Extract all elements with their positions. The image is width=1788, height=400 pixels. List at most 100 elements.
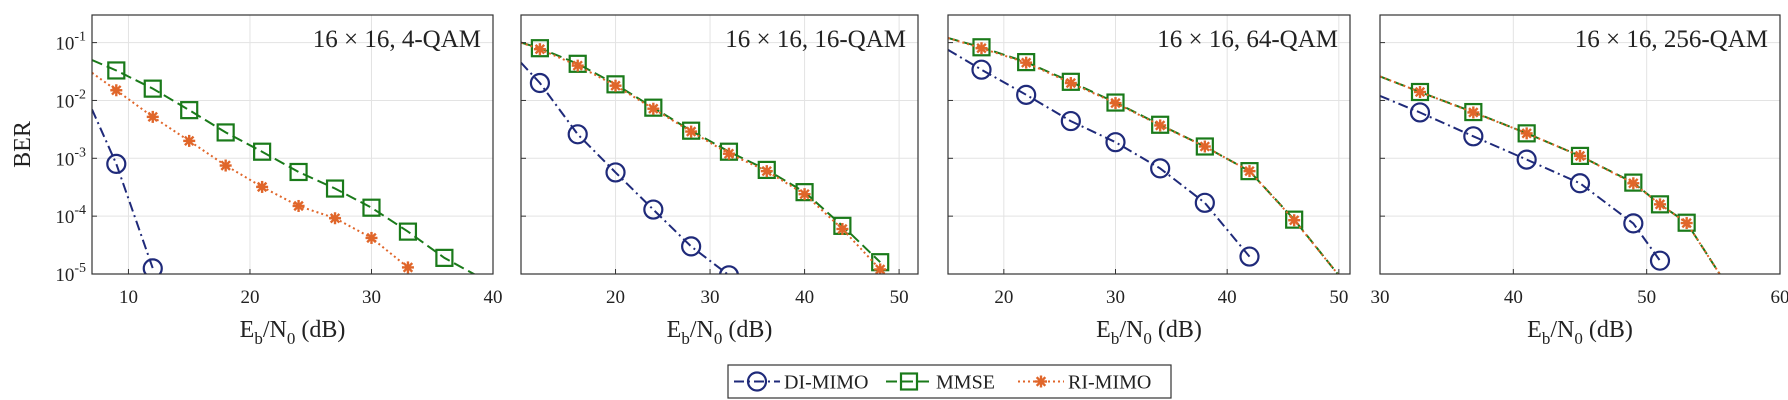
data-point-ri-mimo (1654, 198, 1666, 211)
x-axis-label: Eb/N0 (dB) (1527, 317, 1633, 348)
data-point-mmse (568, 54, 587, 73)
data-point-mmse (1570, 146, 1590, 166)
panel-title: 16 × 16, 16-QAM (725, 26, 906, 53)
x-tick-label: 30 (362, 287, 381, 308)
data-point-ri-mimo (219, 159, 232, 172)
x-tick-label: 50 (1637, 287, 1656, 308)
data-point-di-mimo (1516, 149, 1537, 170)
legend-marker-di-mimo (746, 371, 768, 392)
data-point-ri-mimo (183, 134, 196, 147)
panel-title: 16 × 16, 256-QAM (1575, 26, 1768, 53)
x-axis-label: Eb/N0 (dB) (1096, 317, 1202, 348)
x-tick-label: 10 (119, 287, 138, 308)
data-point-di-mimo (718, 265, 739, 274)
series-line-ri-mimo (92, 71, 409, 269)
y-tick-label: 10-3 (55, 145, 86, 170)
data-point-mmse (1624, 173, 1643, 192)
data-point-di-mimo (1409, 102, 1431, 123)
data-point-di-mimo (605, 162, 626, 183)
data-point-ri-mimo (798, 188, 811, 201)
data-point-di-mimo (1463, 126, 1484, 147)
data-point-mmse (289, 162, 308, 182)
data-point-ri-mimo (329, 212, 342, 225)
data-point-di-mimo (1239, 246, 1260, 267)
data-point-ri-mimo (685, 125, 698, 138)
panel-2: 20 30 40 50 16 × 16, 16-QAM Eb/N0 (dB) (520, 14, 919, 348)
data-point-ri-mimo (256, 180, 269, 193)
x-tick-label: 20 (606, 287, 625, 308)
data-point-ri-mimo (1574, 149, 1586, 162)
data-point-mmse (180, 101, 199, 120)
data-point-mmse (606, 75, 625, 94)
data-point-di-mimo (1569, 173, 1591, 194)
x-tick-label: 30 (1106, 287, 1125, 308)
data-point-di-mimo (1649, 250, 1671, 271)
series-line-mmse (948, 37, 1340, 274)
plot-frame (91, 14, 494, 275)
plot-area (92, 15, 493, 274)
data-point-mmse (1151, 115, 1170, 134)
x-tick-label: 40 (1504, 287, 1523, 308)
data-point-ri-mimo (760, 165, 773, 178)
data-point-ri-mimo (1414, 85, 1426, 98)
data-point-ri-mimo (1020, 56, 1033, 69)
x-axis-label: Eb/N0 (dB) (667, 317, 773, 348)
data-point-mmse (143, 79, 162, 98)
data-point-di-mimo (1105, 132, 1126, 153)
data-point-ri-mimo (1467, 106, 1480, 119)
data-point-ri-mimo (1243, 165, 1256, 178)
data-point-di-mimo (1150, 158, 1171, 179)
plot-area (1380, 15, 1780, 274)
x-tick-label: 50 (890, 287, 909, 308)
data-point-ri-mimo (533, 43, 546, 56)
data-point-mmse (435, 248, 454, 267)
data-point-di-mimo (1194, 192, 1215, 213)
data-point-mmse (1285, 210, 1304, 229)
data-point-ri-mimo (836, 222, 849, 235)
data-point-mmse (1061, 72, 1080, 91)
data-point-mmse (325, 179, 345, 198)
data-point-ri-mimo (401, 261, 414, 274)
data-point-ri-mimo (1198, 140, 1211, 153)
plot-area (948, 15, 1350, 274)
series-line-di-mimo (1380, 94, 1661, 262)
x-tick-label: 40 (795, 287, 814, 308)
panel-title: 16 × 16, 64-QAM (1157, 26, 1338, 53)
data-point-di-mimo (567, 124, 588, 145)
data-point-ri-mimo (1109, 97, 1122, 110)
series-ri-mimo (92, 71, 414, 274)
legend-box (727, 364, 1172, 399)
x-tick-label: 40 (484, 287, 503, 308)
panel-4: 30 40 50 60 16 × 16, 256-QAM Eb/N0 (dB) (1371, 14, 1788, 348)
series-line-mmse (92, 59, 476, 274)
data-point-ri-mimo (1064, 77, 1077, 90)
y-tick-label: 10-1 (55, 30, 86, 55)
series-di-mimo (92, 108, 163, 274)
data-point-mmse (1677, 213, 1696, 232)
legend: DI-MIMO MMSE RI-MIMO (727, 364, 1172, 399)
legend-label: MMSE (936, 372, 995, 394)
data-point-mmse (107, 61, 126, 80)
data-point-ri-mimo (1154, 119, 1167, 132)
series-ri-mimo (521, 41, 887, 274)
series-mmse (948, 37, 1340, 274)
data-point-ri-mimo (365, 231, 378, 244)
legend-label: DI-MIMO (784, 372, 868, 394)
data-point-mmse (682, 121, 701, 140)
series-di-mimo (1380, 94, 1671, 271)
data-point-mmse (1017, 53, 1036, 72)
data-point-mmse (1195, 137, 1214, 156)
x-tick-label: 30 (1371, 287, 1390, 308)
data-point-di-mimo (971, 59, 992, 80)
x-tick-label: 20 (240, 287, 259, 308)
data-point-di-mimo (106, 153, 127, 175)
data-point-mmse (1650, 195, 1670, 214)
data-point-ri-mimo (571, 59, 584, 72)
data-point-mmse (972, 38, 991, 57)
data-point-mmse (1517, 124, 1536, 143)
series-ri-mimo (948, 37, 1340, 274)
data-point-ri-mimo (1680, 217, 1693, 230)
data-point-ri-mimo (647, 102, 660, 115)
series-di-mimo (948, 48, 1260, 267)
data-point-di-mimo (1016, 84, 1037, 105)
